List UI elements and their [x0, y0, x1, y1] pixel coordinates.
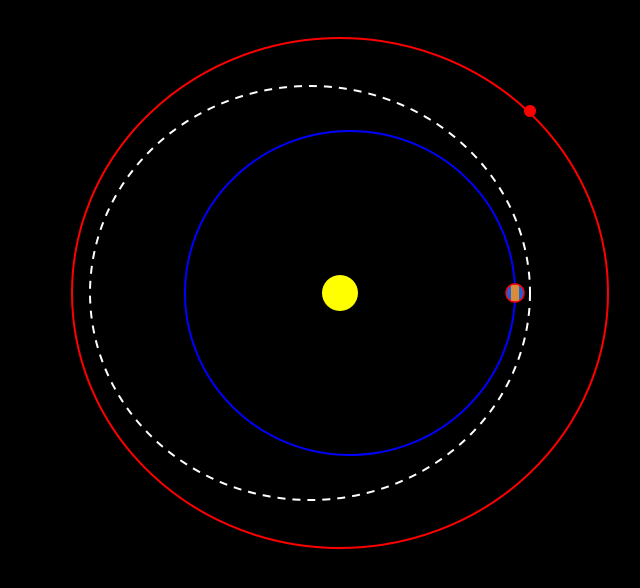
diagram-svg — [0, 0, 640, 588]
earth-land — [511, 285, 519, 301]
sun — [322, 275, 358, 311]
earth-body — [506, 284, 524, 302]
orbital-diagram — [0, 0, 640, 588]
middle-orbit — [90, 86, 530, 500]
mars-marker — [524, 105, 536, 117]
